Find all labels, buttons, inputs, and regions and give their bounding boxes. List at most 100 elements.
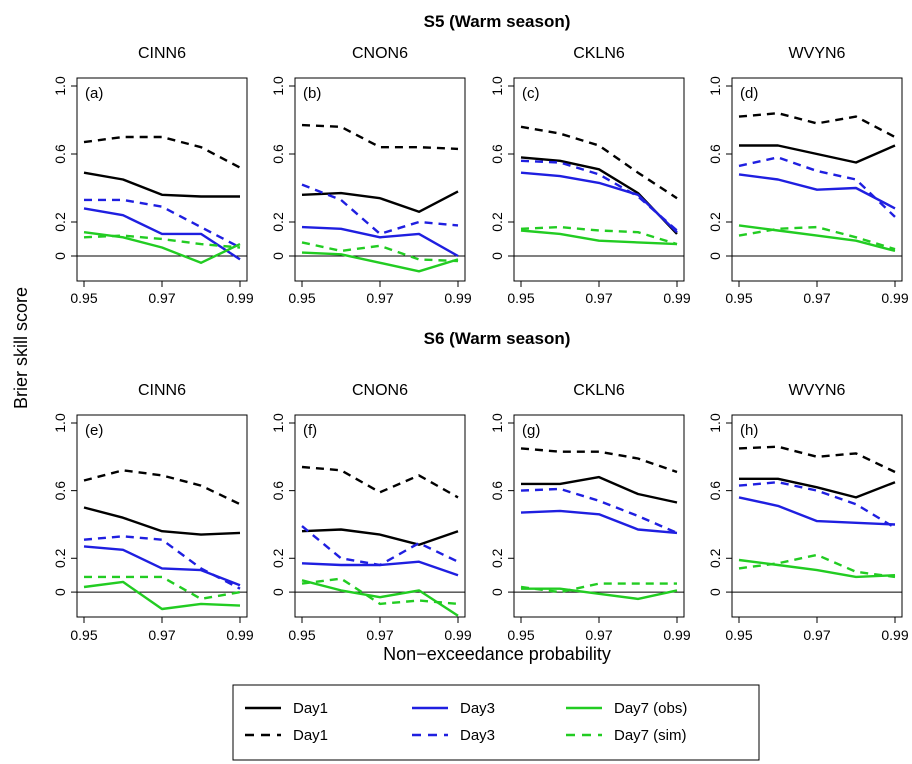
y-tick-label: 0 <box>489 588 505 596</box>
panels: CINN6 0 0.2 0.6 1.0 0.95 0.97 0.99 (a) CNON6 0 0.2 0… <box>52 45 909 643</box>
series-line-4 <box>520 229 678 246</box>
y-tick-label: 0.2 <box>270 548 286 568</box>
series-group <box>83 469 241 611</box>
series-line-4 <box>738 558 896 579</box>
legend-box <box>232 684 760 761</box>
x-tick-label: 0.99 <box>444 627 471 643</box>
x-tick-label: 0.99 <box>881 290 908 306</box>
series-line-5 <box>301 577 459 606</box>
y-tick-label: 0.2 <box>270 212 286 232</box>
y-tick-label: 0 <box>707 252 723 260</box>
panel-d: WVYN6 0 0.2 0.6 1.0 0.95 0.97 0.99 (d) <box>707 45 909 306</box>
series-line-4 <box>521 587 678 601</box>
x-tick-label: 0.97 <box>366 627 393 643</box>
panel-f: CNON6 0 0.2 0.6 1.0 0.95 0.97 0.99 (f) <box>270 382 472 643</box>
x-tick-label: 0.97 <box>803 627 830 643</box>
series-line-5 <box>520 582 677 594</box>
y-tick-label: 1.0 <box>52 413 68 433</box>
series-line-4 <box>83 580 241 611</box>
y-tick-label: 0.2 <box>52 548 68 568</box>
series-line-1 <box>520 447 678 474</box>
y-tick-label: 1.0 <box>270 413 286 433</box>
y-tick-label: 1.0 <box>489 76 505 96</box>
panel-label: (b) <box>303 85 321 102</box>
y-tick-label: 0 <box>270 252 286 260</box>
series-line-5 <box>738 225 896 251</box>
legend-label: Day1 <box>293 700 328 717</box>
series-line-0 <box>521 475 678 504</box>
station-title: CKLN6 <box>573 382 625 399</box>
series-line-1 <box>520 125 678 200</box>
y-tick-label: 0.6 <box>270 144 286 164</box>
x-tick-label: 0.99 <box>226 290 253 306</box>
y-tick-label: 0.2 <box>707 548 723 568</box>
y-tick-label: 1.0 <box>270 76 286 96</box>
series-line-5 <box>83 234 241 249</box>
series-line-0 <box>520 156 678 235</box>
station-title: CINN6 <box>138 382 186 399</box>
panel-a: CINN6 0 0.2 0.6 1.0 0.95 0.97 0.99 (a) <box>52 45 254 306</box>
y-tick-label: 1.0 <box>707 76 723 96</box>
panel-label: (c) <box>522 85 540 102</box>
x-tick-label: 0.97 <box>366 290 393 306</box>
y-tick-label: 0.2 <box>489 548 505 568</box>
series-line-1 <box>301 123 459 151</box>
legend-label: Day7 (sim) <box>614 727 687 744</box>
y-tick-label: 0 <box>52 588 68 596</box>
panel-e: CINN6 0 0.2 0.6 1.0 0.95 0.97 0.99 (e) <box>52 382 254 643</box>
series-group <box>301 123 459 273</box>
legend-label: Day3 <box>460 700 495 717</box>
row-title-s5: S5 (Warm season) <box>424 12 571 31</box>
x-tick-label: 0.99 <box>444 290 471 306</box>
series-line-2 <box>83 545 241 587</box>
x-tick-label: 0.97 <box>585 290 612 306</box>
series-line-0 <box>301 190 459 214</box>
panel-label: (g) <box>522 422 540 439</box>
panel-g: CKLN6 0 0.2 0.6 1.0 0.95 0.97 0.99 (g) <box>489 382 691 643</box>
station-title: CINN6 <box>138 45 186 62</box>
row-title-s6: S6 (Warm season) <box>424 329 571 348</box>
x-tick-label: 0.95 <box>70 290 97 306</box>
series-line-2 <box>738 173 896 210</box>
legend-label: Day3 <box>460 727 495 744</box>
x-axis-label: Non−exceedance probability <box>383 644 611 664</box>
series-line-3 <box>738 156 896 218</box>
station-title: WVYN6 <box>789 382 846 399</box>
legend-label: Day1 <box>293 727 328 744</box>
y-axis-label: Brier skill score <box>11 287 31 409</box>
y-tick-label: 0.6 <box>52 144 68 164</box>
series-line-4 <box>301 579 459 617</box>
series-line-1 <box>83 469 241 506</box>
y-tick-label: 0.6 <box>489 481 505 501</box>
plot-frame <box>731 77 903 282</box>
y-tick-label: 1.0 <box>707 413 723 433</box>
y-tick-label: 0.6 <box>707 481 723 501</box>
y-tick-label: 0.2 <box>707 212 723 232</box>
series-line-1 <box>738 445 896 474</box>
series-line-1 <box>301 465 459 499</box>
series-line-0 <box>301 528 459 546</box>
legend: Day1 Day1 Day3 Day3 Day7 (obs) Day7 (sim) <box>232 684 760 761</box>
y-tick-label: 0.2 <box>489 212 505 232</box>
series-group <box>738 111 896 253</box>
series-line-2 <box>520 509 678 535</box>
x-tick-label: 0.97 <box>803 290 830 306</box>
series-group <box>83 135 241 264</box>
panel-h: WVYN6 0 0.2 0.6 1.0 0.95 0.97 0.99 (h) <box>707 382 909 643</box>
station-title: WVYN6 <box>789 45 846 62</box>
series-line-3 <box>301 183 459 236</box>
y-tick-label: 0.6 <box>707 144 723 164</box>
series-line-3 <box>84 198 241 249</box>
plot-frame <box>513 414 685 618</box>
plot-frame <box>294 414 466 618</box>
x-tick-label: 0.95 <box>507 290 534 306</box>
series-line-4 <box>301 251 459 273</box>
y-tick-label: 1.0 <box>52 76 68 96</box>
series-group <box>738 445 896 579</box>
series-line-1 <box>738 111 896 139</box>
series-line-5 <box>84 575 241 601</box>
series-line-3 <box>83 535 241 590</box>
x-tick-label: 0.95 <box>288 290 315 306</box>
x-tick-label: 0.95 <box>70 627 97 643</box>
